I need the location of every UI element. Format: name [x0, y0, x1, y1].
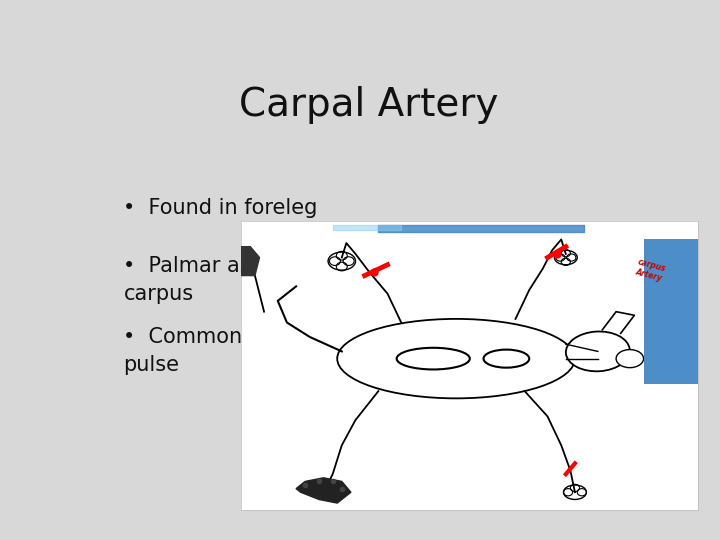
- Text: •  Found in foreleg: • Found in foreleg: [124, 198, 318, 218]
- Text: carpus
Artery: carpus Artery: [634, 258, 667, 284]
- Text: •  Common site to take
pulse: • Common site to take pulse: [124, 327, 366, 375]
- Polygon shape: [296, 478, 351, 503]
- Ellipse shape: [337, 319, 575, 399]
- FancyBboxPatch shape: [644, 239, 698, 384]
- Text: •  Palmar aspect of
carpus: • Palmar aspect of carpus: [124, 256, 323, 304]
- Ellipse shape: [566, 332, 630, 372]
- Polygon shape: [232, 247, 259, 275]
- Text: Carpal Artery: Carpal Artery: [239, 85, 499, 124]
- Ellipse shape: [616, 349, 644, 368]
